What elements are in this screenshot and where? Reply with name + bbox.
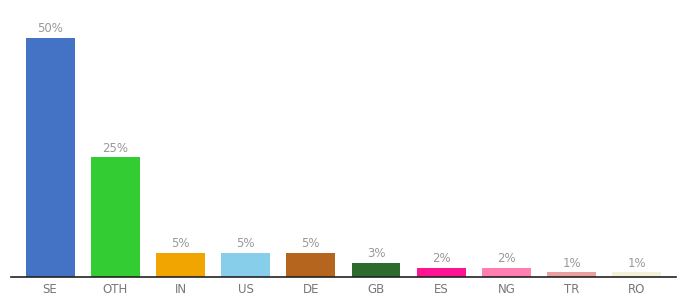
Text: 25%: 25% (102, 142, 129, 154)
Bar (221, 253, 270, 277)
Text: 1%: 1% (562, 256, 581, 270)
Text: 50%: 50% (37, 22, 63, 35)
Bar (352, 263, 401, 277)
Text: 5%: 5% (171, 237, 190, 250)
Text: 2%: 2% (432, 252, 450, 265)
Bar (612, 272, 661, 277)
Bar (482, 268, 531, 277)
Bar (156, 253, 205, 277)
Bar (26, 38, 75, 277)
Text: 5%: 5% (301, 237, 320, 250)
Bar (91, 158, 139, 277)
Text: 2%: 2% (497, 252, 515, 265)
Bar (547, 272, 596, 277)
Bar (417, 268, 466, 277)
Bar (286, 253, 335, 277)
Text: 1%: 1% (628, 256, 646, 270)
Text: 3%: 3% (367, 247, 386, 260)
Text: 5%: 5% (237, 237, 255, 250)
